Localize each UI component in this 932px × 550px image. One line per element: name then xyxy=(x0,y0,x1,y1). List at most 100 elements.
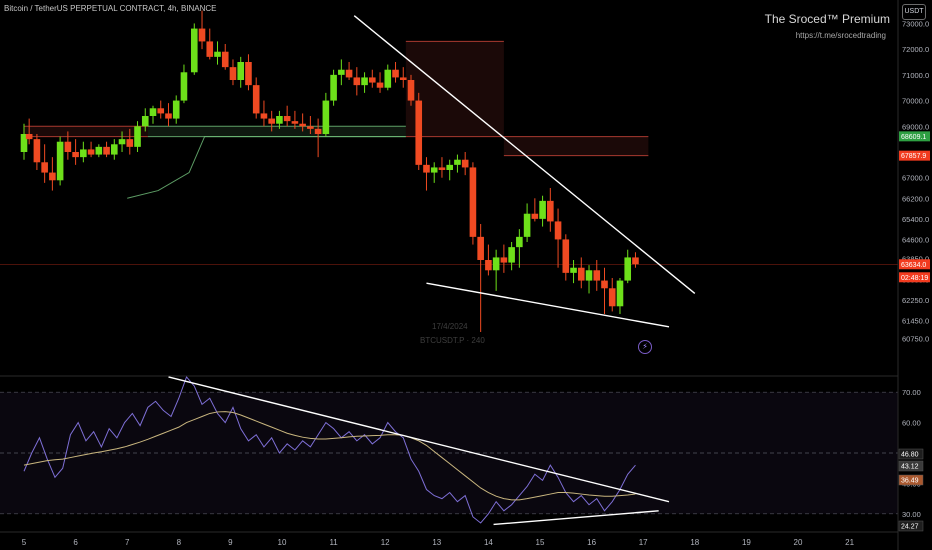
candle-body xyxy=(80,149,87,158)
candle-body xyxy=(485,260,492,271)
y-tick-label: 69000.0 xyxy=(902,122,929,131)
candle-body xyxy=(500,257,508,263)
rsi-tag-label: 24.27 xyxy=(901,524,919,531)
candle-body xyxy=(531,213,539,219)
candle-body xyxy=(608,288,616,307)
rsi-tag-label: 43.12 xyxy=(901,464,919,471)
candle-body xyxy=(214,51,221,57)
candle-body xyxy=(376,82,384,88)
candle-body xyxy=(516,236,523,248)
y-tick-label: 72000.0 xyxy=(902,45,929,54)
x-tick-label: 19 xyxy=(742,538,751,547)
candle-body xyxy=(111,144,118,155)
price-tag-box xyxy=(899,259,930,270)
candle-body xyxy=(632,257,639,265)
candle-body xyxy=(461,159,469,168)
candle-body xyxy=(399,77,407,80)
brand-title: The Sroced™ Premium xyxy=(764,12,890,26)
y-tick-label: 64600.0 xyxy=(902,235,929,244)
candle-body xyxy=(415,100,423,165)
rsi-tick-label: 70.00 xyxy=(902,388,921,397)
candlestick-series[interactable] xyxy=(20,10,639,332)
rsi-tag-box xyxy=(898,520,924,532)
cloud-lower-line xyxy=(127,136,406,199)
price-trendline xyxy=(426,282,670,328)
rsi-pane[interactable] xyxy=(0,375,898,526)
price-tag-label: 02:48:19 xyxy=(901,275,928,282)
y-tick-label: 60750.0 xyxy=(902,334,929,343)
candle-body xyxy=(103,146,110,155)
candle-body xyxy=(206,41,214,57)
candle-body xyxy=(20,134,28,152)
price-trendlines[interactable] xyxy=(353,15,696,328)
candle-body xyxy=(252,85,260,114)
rsi-trendline xyxy=(168,376,670,503)
y-tick-label: 61450.0 xyxy=(902,316,929,325)
watermark-symbol: BTCUSDT.P · 240 xyxy=(420,336,485,345)
candle-body xyxy=(369,77,376,83)
candle-body xyxy=(25,134,33,140)
candle-body xyxy=(245,62,252,86)
x-tick-label: 6 xyxy=(73,538,78,547)
x-tick-label: 15 xyxy=(536,538,545,547)
candle-body xyxy=(454,159,461,165)
price-tag-box xyxy=(899,131,930,142)
candle-body xyxy=(157,108,165,114)
x-tick-label: 21 xyxy=(845,538,854,547)
candle-body xyxy=(624,257,632,281)
symbol-header[interactable]: Bitcoin / TetherUS PERPETUAL CONTRACT, 4… xyxy=(4,4,217,13)
x-tick-label: 8 xyxy=(177,538,182,547)
lightning-icon[interactable]: ⚡ xyxy=(638,340,652,354)
price-trendline xyxy=(353,15,696,294)
x-tick-label: 14 xyxy=(484,538,493,547)
y-tick-label: 66200.0 xyxy=(902,194,929,203)
candle-body xyxy=(307,126,314,129)
candle-body xyxy=(523,213,531,237)
candle-body xyxy=(577,267,585,281)
candle-body xyxy=(616,280,624,307)
x-tick-label: 16 xyxy=(587,538,596,547)
cloud-segment xyxy=(405,41,504,137)
x-tick-label: 17 xyxy=(639,538,648,547)
candle-body xyxy=(353,77,361,86)
x-tick-label: 9 xyxy=(228,538,233,547)
candle-body xyxy=(562,239,570,273)
candle-body xyxy=(330,74,337,101)
price-tag-label: 67857.9 xyxy=(901,153,926,160)
candle-body xyxy=(291,121,299,124)
rsi-line xyxy=(23,375,636,524)
candle-body xyxy=(407,80,415,101)
candle-body xyxy=(126,139,134,147)
brand-link[interactable]: https://t.me/srocedtrading xyxy=(795,31,886,40)
y-tick-label: 71000.0 xyxy=(902,71,929,80)
x-tick-label: 18 xyxy=(690,538,699,547)
x-axis: 5 6 7 8 9 10 11 12 13 14 15 16 17 18 19 20 21 xyxy=(22,538,855,547)
currency-button[interactable]: USDT xyxy=(902,4,926,20)
y-tick-label: 73000.0 xyxy=(902,19,929,28)
candle-body xyxy=(72,152,79,158)
candle-body xyxy=(276,116,283,124)
candle-body xyxy=(338,69,345,75)
candle-body xyxy=(41,162,48,173)
candle-body xyxy=(345,69,353,78)
candle-body xyxy=(585,270,593,281)
candle-body xyxy=(601,280,608,289)
price-tag-label: 63634.0 xyxy=(901,262,926,269)
rsi-tag-box xyxy=(898,448,924,460)
price-tag-box xyxy=(899,272,930,283)
candle-body xyxy=(33,139,41,163)
candle-body xyxy=(508,247,515,263)
candle-body xyxy=(423,164,430,173)
y-tick-label: 67000.0 xyxy=(902,174,929,183)
candle-body xyxy=(392,69,399,78)
candle-body xyxy=(593,270,601,281)
candle-body xyxy=(314,128,322,134)
y-tick-label: 65400.0 xyxy=(902,215,929,224)
candle-body xyxy=(198,28,206,42)
candle-body xyxy=(118,139,126,145)
x-tick-label: 20 xyxy=(794,538,803,547)
price-tag-label: 68609.1 xyxy=(901,134,926,141)
candle-body xyxy=(438,167,446,170)
